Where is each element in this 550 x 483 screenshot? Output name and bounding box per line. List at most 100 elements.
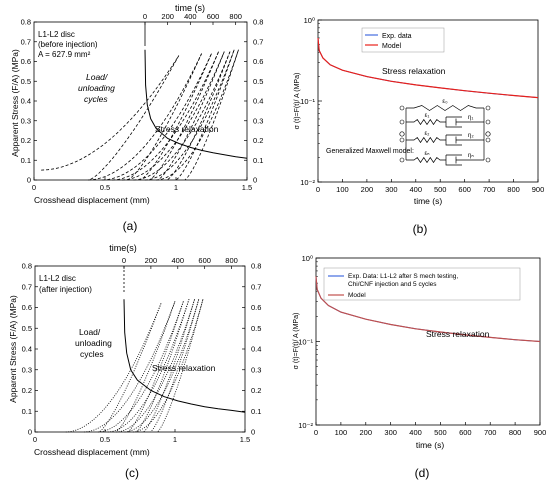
panel-d-ylabel: σ (t)=F(t)/ A (MPa) — [293, 313, 300, 370]
pa-cycle-load-0 — [41, 55, 180, 171]
pc-top-tick-label: 200 — [145, 256, 158, 265]
panel-c-annotation-2: (after injection) — [39, 285, 92, 294]
maxwell-spring-label-2: ε₂ — [424, 131, 430, 137]
panel-a: time (s) 0 200 400 600 800 0 0.1 0.2 0.3 0.4 0.5 0… — [10, 3, 263, 233]
panel-b-xlabel: time (s) — [414, 196, 443, 206]
pa-relaxation-curve — [144, 49, 248, 159]
pc-ytick-label: 0.6 — [22, 303, 32, 312]
pa-ytick-right-label: 0.2 — [253, 136, 263, 145]
pb-ytick-label: 10⁻² — [300, 178, 315, 187]
pd-ytick-label: 10⁻² — [298, 421, 313, 430]
maxwell-spring-label-0: ε₀ — [442, 99, 448, 105]
panel-b-legend — [361, 27, 445, 53]
pa-ytick-label: 0.4 — [21, 97, 31, 106]
pc-top-tick-label: 400 — [172, 256, 185, 265]
panel-c-annotation-4: unloading — [75, 338, 112, 348]
pa-cycle-load-3 — [112, 51, 219, 181]
pb-series-1 — [317, 37, 539, 99]
pa-ytick-label: 0.1 — [21, 156, 31, 165]
pa-ytick-right-label: 0.1 — [253, 156, 263, 165]
pc-ytick-right-label: 0.7 — [251, 282, 261, 291]
pa-ytick-label: 0.8 — [21, 18, 31, 27]
maxwell-node-left-3 — [399, 157, 405, 163]
maxwell-dashpot-1 — [445, 116, 462, 128]
maxwell-node-right-2 — [485, 137, 491, 143]
pc-ytick-label: 0.1 — [22, 407, 32, 416]
pc-ytick-label: 0.3 — [22, 365, 32, 374]
pa-ytick-label: 0.7 — [21, 37, 31, 46]
panel-d: 10⁰ 10⁻¹ 10⁻² 0 100 200 300 400 500 600 700 800 900… — [293, 254, 546, 480]
maxwell-spring-3 — [406, 156, 446, 164]
pa-cycle-unload-7 — [184, 49, 239, 181]
pc-ytick-right-label: 0.1 — [251, 407, 261, 416]
pa-xtick-label: 1.5 — [242, 183, 252, 192]
pc-top-tick-label: 0 — [122, 256, 126, 265]
panel-d-label: (d) — [415, 466, 430, 480]
pa-ytick-label: 0.6 — [21, 57, 31, 66]
pa-cycle-load-1 — [87, 53, 202, 181]
pd-xtick-label: 500 — [434, 428, 447, 437]
pa-ytick-label: 0.3 — [21, 116, 31, 125]
pb-xtick-label: 500 — [434, 185, 447, 194]
pc-ytick-label: 0.7 — [22, 282, 32, 291]
maxwell-node-left-0 — [399, 105, 405, 111]
pa-top-tick-label: 400 — [184, 12, 197, 21]
pb-xtick-label: 400 — [410, 185, 423, 194]
pa-cycle-load-6 — [144, 49, 235, 181]
panel-a-top-xlabel: time (s) — [175, 3, 205, 13]
pd-xtick-label: 0 — [314, 428, 318, 437]
pc-ytick-right-label: 0.2 — [251, 386, 261, 395]
pd-xtick-label: 200 — [360, 428, 373, 437]
pa-cycle-unload-3 — [149, 51, 219, 181]
panel-c-annotation-3: Load/ — [79, 327, 101, 337]
pa-top-tick-label: 600 — [207, 12, 220, 21]
maxwell-terminal-right — [485, 131, 491, 137]
pd-ytick-label: 10⁻¹ — [298, 338, 313, 347]
maxwell-dashpot-2 — [445, 134, 462, 146]
pc-top-tick-label: 600 — [198, 256, 211, 265]
pa-cycle-unload-5 — [166, 51, 231, 181]
pa-xtick-label: 0.5 — [100, 183, 110, 192]
panel-d-legend-label-2: Model — [348, 292, 366, 299]
pa-ytick-label: 0.2 — [21, 136, 31, 145]
panel-c-frame — [34, 265, 246, 433]
pa-ytick-right-label: 0.7 — [253, 37, 263, 46]
pa-cycle-unload-1 — [127, 53, 202, 181]
pc-cycle-unload-1 — [115, 301, 176, 433]
pd-xtick-label: 900 — [534, 428, 547, 437]
pc-ytick-right-label: 0.4 — [251, 345, 261, 354]
panel-c-top-xlabel: time(s) — [109, 243, 137, 253]
maxwell-model-diagram: ε₀ ε₁ η₁ ε₂ η₂ εₙ ηₙ — [399, 99, 491, 166]
pd-xtick-label: 600 — [459, 428, 472, 437]
pb-xtick-label: 300 — [385, 185, 398, 194]
maxwell-spring-0 — [406, 105, 484, 111]
pa-cycle-unload-0 — [89, 55, 180, 181]
pc-ytick-label: 0.8 — [22, 262, 32, 271]
panel-c-annotation-6: Stress relaxation — [152, 363, 216, 373]
panel-c-ylabel: Apparent Stress (F/A) (MPa) — [8, 295, 18, 403]
pa-ytick-right-label: 0.8 — [253, 18, 263, 27]
pd-xtick-label: 800 — [509, 428, 522, 437]
pa-xtick-label: 0 — [32, 183, 36, 192]
panel-a-annotation-2: (before injection) — [38, 40, 98, 49]
pc-xtick-label: 0 — [33, 435, 37, 444]
panel-c-annotation-5: cycles — [80, 349, 104, 359]
panel-b-annotation-1: Stress relaxation — [382, 66, 446, 76]
panel-c-annotation-1: L1-L2 disc — [39, 274, 76, 283]
pc-top-tick-label: 800 — [225, 256, 238, 265]
pb-xtick-label: 0 — [316, 185, 320, 194]
maxwell-piston-2 — [455, 136, 484, 144]
pb-xtick-label: 800 — [507, 185, 520, 194]
maxwell-node-right-0 — [485, 105, 491, 111]
pc-cycle-unload-4 — [143, 299, 195, 433]
panel-a-xlabel: Crosshead displacement (mm) — [34, 195, 150, 205]
panel-d-xlabel: time (s) — [416, 440, 445, 450]
pb-xtick-label: 600 — [458, 185, 471, 194]
pd-xtick-label: 700 — [484, 428, 497, 437]
pd-xtick-label: 400 — [409, 428, 422, 437]
pa-ytick-right-label: 0.3 — [253, 116, 263, 125]
pc-xtick-label: 0.5 — [100, 435, 110, 444]
pc-cycle-unload-6 — [157, 299, 204, 433]
panel-b-label: (b) — [413, 222, 428, 236]
